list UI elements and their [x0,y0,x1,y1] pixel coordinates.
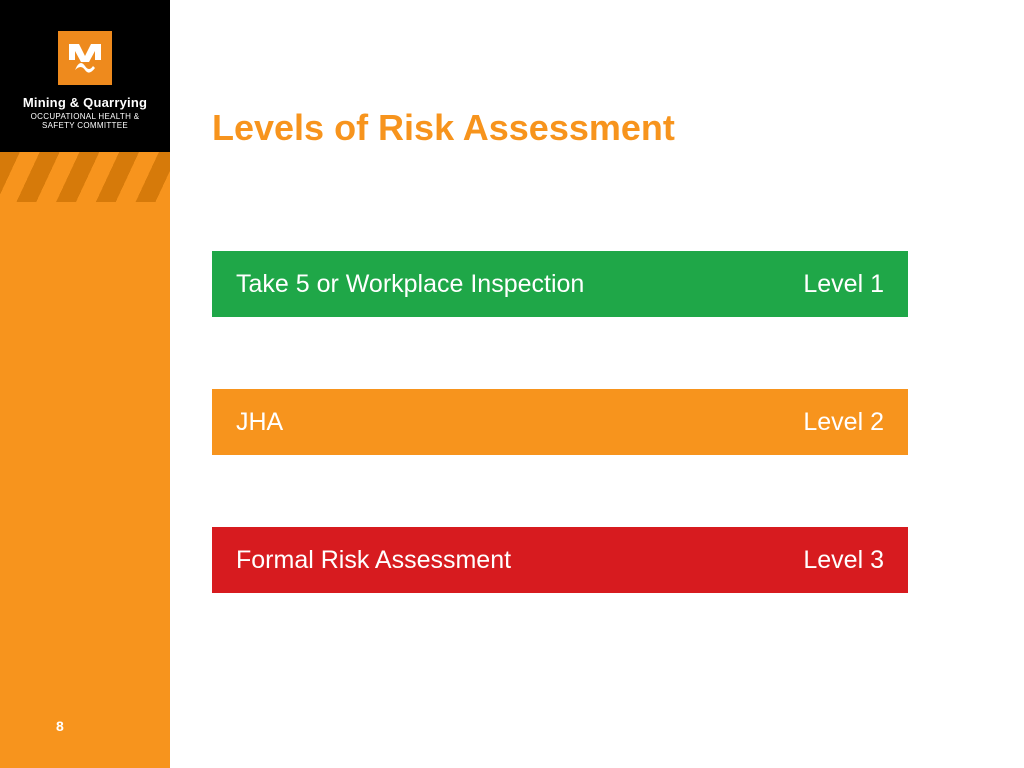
level-bar-1: Take 5 or Workplace Inspection Level 1 [212,251,908,317]
level-bar-2: JHA Level 2 [212,389,908,455]
logo-text-line-3: SAFETY COMMITTEE [42,121,128,130]
level-label: Level 2 [803,408,884,437]
level-name: Formal Risk Assessment [236,546,511,575]
logo-icon [58,31,112,85]
sidebar-stripe-band [0,152,170,202]
level-bars: Take 5 or Workplace Inspection Level 1 J… [212,251,908,593]
logo-text-line-1: Mining & Quarrying [23,95,147,110]
level-name: JHA [236,408,283,437]
level-label: Level 3 [803,546,884,575]
sidebar: Mining & Quarrying OCCUPATIONAL HEALTH &… [0,0,170,768]
page-number: 8 [56,718,64,734]
level-bar-3: Formal Risk Assessment Level 3 [212,527,908,593]
slide-content: Levels of Risk Assessment Take 5 or Work… [212,107,984,593]
slide-title: Levels of Risk Assessment [212,107,984,149]
logo-block: Mining & Quarrying OCCUPATIONAL HEALTH &… [0,0,170,152]
sidebar-fill: 8 [0,202,170,768]
level-label: Level 1 [803,270,884,299]
level-name: Take 5 or Workplace Inspection [236,270,584,299]
logo-text-line-2: OCCUPATIONAL HEALTH & [31,112,140,121]
